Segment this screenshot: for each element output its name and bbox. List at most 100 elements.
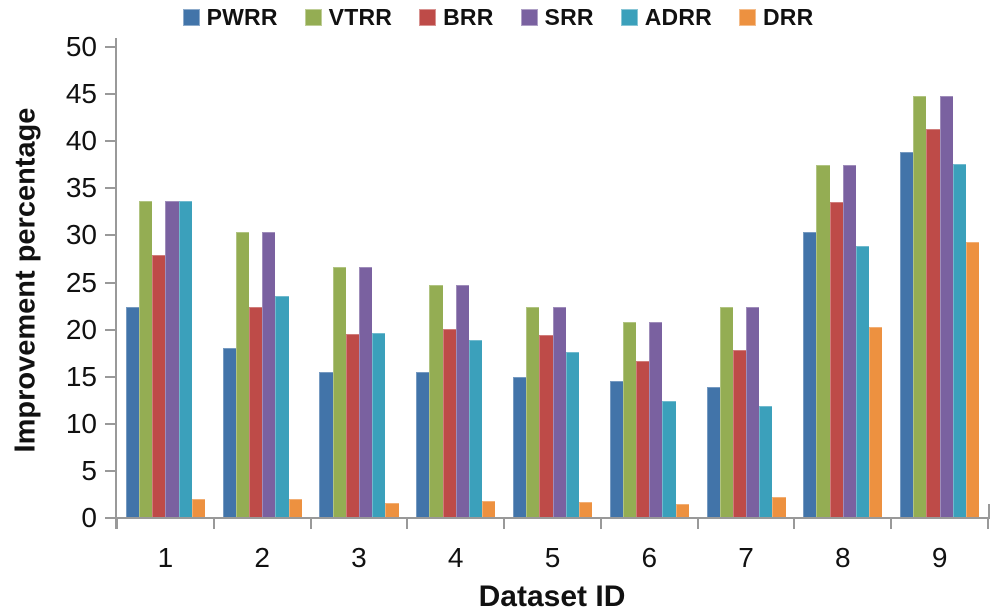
legend-swatch-srr <box>520 9 538 26</box>
bar-adrr-dataset-6 <box>662 401 676 518</box>
bar-srr-dataset-2 <box>262 231 276 518</box>
legend-item-srr: SRR <box>520 4 594 31</box>
bar-pwrr-dataset-9 <box>900 151 914 518</box>
legend-item-pwrr: PWRR <box>182 4 278 31</box>
x-tick-label-5: 5 <box>544 542 561 573</box>
y-tick-label: 15 <box>65 360 97 392</box>
y-tick-label: 35 <box>65 172 97 204</box>
bar-group-1 <box>117 47 214 518</box>
y-tick-mark <box>105 234 116 237</box>
y-tick-label: 40 <box>65 125 97 157</box>
y-tick-label: 0 <box>81 502 97 533</box>
x-axis-line <box>105 517 990 519</box>
bar-adrr-dataset-3 <box>372 333 386 518</box>
legend-swatch-drr <box>738 9 756 26</box>
x-axis-title: Dataset ID <box>478 580 626 613</box>
x-tick-label-4: 4 <box>447 542 464 573</box>
bar-group-8 <box>794 47 891 518</box>
legend-swatch-brr <box>419 9 437 26</box>
bar-vtrr-dataset-3 <box>332 266 346 518</box>
bar-srr-dataset-7 <box>746 307 760 518</box>
legend-label: VTRR <box>328 4 393 30</box>
legend-label: BRR <box>443 4 494 30</box>
y-tick-mark <box>105 422 116 425</box>
x-tick-mark <box>116 519 118 529</box>
legend-label: PWRR <box>206 4 278 30</box>
bar-brr-dataset-9 <box>926 128 940 518</box>
bar-group-5 <box>504 47 601 518</box>
x-tick-label-3: 3 <box>351 542 367 573</box>
bar-pwrr-dataset-6 <box>609 381 623 518</box>
bar-drr-dataset-9 <box>966 242 980 518</box>
bar-vtrr-dataset-2 <box>235 231 249 518</box>
bar-brr-dataset-8 <box>829 202 843 518</box>
bar-drr-dataset-1 <box>191 499 205 518</box>
x-axis-end-cap <box>988 504 990 518</box>
y-tick-mark <box>105 46 116 48</box>
bar-adrr-dataset-4 <box>468 339 483 518</box>
legend-swatch-pwrr <box>182 9 200 26</box>
bar-brr-dataset-1 <box>152 255 166 518</box>
bar-drr-dataset-7 <box>772 497 786 518</box>
bar-drr-dataset-4 <box>482 501 496 518</box>
y-tick-label: 20 <box>65 313 97 345</box>
y-tick-mark <box>105 281 116 284</box>
bar-brr-dataset-7 <box>732 350 747 518</box>
legend-item-brr: BRR <box>419 4 493 31</box>
bar-pwrr-dataset-3 <box>319 372 333 518</box>
y-tick-mark <box>105 140 116 143</box>
legend-item-drr: DRR <box>738 4 814 31</box>
bar-brr-dataset-4 <box>442 328 456 518</box>
bar-group-6 <box>601 47 698 518</box>
bar-pwrr-dataset-4 <box>416 372 430 518</box>
x-tick-mark <box>599 519 602 529</box>
y-tick-label: 30 <box>65 219 97 251</box>
bar-brr-dataset-5 <box>539 335 553 518</box>
bar-srr-dataset-6 <box>649 322 663 518</box>
x-tick-mark <box>503 519 506 529</box>
bar-group-3 <box>311 47 408 518</box>
y-tick-label: 10 <box>65 407 97 439</box>
y-axis-line <box>115 38 117 529</box>
bar-vtrr-dataset-4 <box>429 285 443 518</box>
x-tick-label-6: 6 <box>641 542 658 573</box>
bar-brr-dataset-3 <box>345 334 359 518</box>
y-tick-mark <box>105 375 116 378</box>
x-tick-label-7: 7 <box>738 542 754 573</box>
bar-adrr-dataset-9 <box>952 163 967 518</box>
bar-srr-dataset-1 <box>165 200 179 518</box>
bar-group-9 <box>891 47 988 518</box>
bar-drr-dataset-2 <box>288 499 302 518</box>
bar-brr-dataset-2 <box>248 307 263 518</box>
y-tick-mark <box>105 187 116 190</box>
bar-srr-dataset-4 <box>455 285 469 518</box>
bar-drr-dataset-5 <box>578 502 593 518</box>
y-tick-label: 25 <box>65 266 97 298</box>
bar-pwrr-dataset-2 <box>222 347 236 518</box>
bar-pwrr-dataset-1 <box>125 307 140 518</box>
bar-srr-dataset-5 <box>552 307 566 518</box>
x-tick-label-1: 1 <box>157 542 174 573</box>
y-tick-label: 50 <box>65 31 97 62</box>
legend-label: ADRR <box>644 4 712 30</box>
y-tick-label: 45 <box>65 78 97 110</box>
bar-vtrr-dataset-8 <box>816 164 830 518</box>
bar-vtrr-dataset-9 <box>913 95 927 518</box>
legend-label: SRR <box>544 4 594 30</box>
y-tick-mark <box>105 469 116 472</box>
bar-adrr-dataset-5 <box>565 352 579 518</box>
bar-srr-dataset-8 <box>842 164 857 518</box>
y-tick-label: 5 <box>81 454 97 486</box>
legend-label: DRR <box>762 4 814 30</box>
legend-swatch-vtrr <box>304 9 322 26</box>
bar-vtrr-dataset-5 <box>526 307 540 518</box>
bar-group-2 <box>214 47 311 518</box>
bar-srr-dataset-9 <box>939 95 953 518</box>
bar-vtrr-dataset-7 <box>719 307 733 518</box>
bar-drr-dataset-3 <box>385 502 399 518</box>
legend-item-adrr: ADRR <box>620 4 712 31</box>
x-tick-label-9: 9 <box>931 542 948 573</box>
x-tick-mark <box>212 519 215 529</box>
x-tick-mark <box>406 519 409 529</box>
